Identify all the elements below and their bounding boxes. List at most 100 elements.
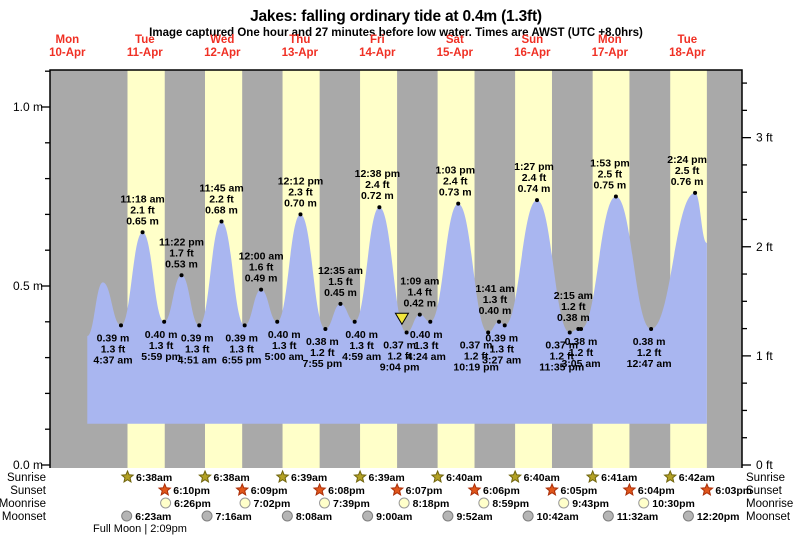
tide-high-label: 2.5 ft — [675, 165, 700, 177]
sunrise-icon — [663, 469, 678, 483]
tide-point — [140, 230, 145, 235]
sunset-time: 6:07pm — [406, 485, 443, 497]
tide-point — [197, 323, 202, 328]
chart-subtitle: Image captured One hour and 27 minutes b… — [149, 27, 643, 39]
tide-high-label: 12:00 am — [239, 251, 284, 263]
tide-high-label: 1.4 ft — [408, 287, 433, 299]
tide-low-label: 0.38 m — [633, 336, 666, 348]
tide-point — [275, 319, 280, 324]
sunrise-icon — [275, 469, 290, 483]
tide-high-label: 2.1 ft — [130, 204, 155, 216]
moonrise-icon — [398, 497, 410, 509]
day-label-date: 12-Apr — [204, 47, 241, 59]
tide-point — [338, 301, 343, 306]
moonset-icon — [682, 510, 694, 522]
tide-point — [613, 194, 618, 199]
tide-high-label: 11:45 am — [199, 183, 243, 195]
day-label-date: 18-Apr — [669, 47, 706, 59]
tide-high-label: 1:03 pm — [435, 165, 475, 177]
tide-high-label: 12:12 pm — [278, 175, 324, 187]
tide-low-label: 11:35 pm — [539, 362, 584, 374]
tide-high-label: 1:53 pm — [590, 158, 630, 170]
sunrise-icon — [353, 469, 368, 483]
sunset-time: 6:05pm — [560, 485, 597, 497]
tide-point — [567, 330, 572, 335]
tide-point — [242, 323, 247, 328]
day-label-weekday: Sat — [446, 34, 464, 46]
day-label-weekday: Mon — [598, 34, 622, 46]
tide-low-label: 0.39 m — [485, 332, 518, 344]
day-label-weekday: Fri — [370, 34, 385, 46]
tide-low-label: 4:37 am — [93, 354, 132, 366]
sunset-icon — [699, 482, 714, 496]
tide-point — [579, 326, 584, 331]
tide-low-label: 0.38 m — [565, 336, 598, 348]
tide-high-label: 2:15 am — [554, 290, 593, 302]
tide-high-label: 2.4 ft — [443, 176, 468, 188]
tide-point — [428, 319, 433, 324]
moonrise-time: 7:02pm — [254, 498, 291, 510]
moonset-icon — [522, 510, 534, 522]
tide-low-label: 0.39 m — [97, 332, 130, 344]
sunrise-icon — [508, 469, 523, 483]
tide-high-label: 12:38 pm — [355, 168, 401, 180]
tide-point — [377, 205, 382, 210]
tide-point — [162, 319, 167, 324]
sunrise-icon — [198, 469, 212, 483]
day-label-weekday: Tue — [135, 34, 155, 46]
axes: 0.0 m 0.5 m 1.0 m 0 ft 1 ft 2 ft 3 ft — [13, 69, 773, 472]
tide-low-label: 7:55 pm — [303, 358, 343, 370]
tide-low-label: 3:27 am — [482, 354, 521, 366]
sunrise-icon — [430, 469, 445, 483]
tide-low-label: 0.37 m — [383, 340, 416, 352]
tide-point — [456, 201, 461, 206]
tide-high-label: 0.74 m — [518, 183, 551, 195]
y-axis-right-label: 0 ft — [756, 458, 773, 472]
y-axis-left-label: 0.5 m — [13, 279, 43, 293]
moonrise-icon — [638, 497, 650, 509]
tide-low-label: 3:05 am — [561, 358, 600, 370]
sunrise-time: 6:39am — [369, 472, 405, 484]
tide-curve — [87, 192, 707, 424]
tide-high-label: 2:24 pm — [667, 154, 707, 166]
tide-low-label: 1.3 ft — [489, 343, 514, 355]
day-label-date: 14-Apr — [359, 47, 396, 59]
day-label-date: 15-Apr — [437, 47, 474, 59]
moonset-time: 9:52am — [456, 511, 492, 523]
moonset-time: 7:16am — [216, 511, 252, 523]
day-label-date: 17-Apr — [592, 47, 629, 59]
tide-point — [404, 330, 409, 335]
tide-low-label: 1.3 ft — [349, 340, 374, 352]
moonset-time: 10:42am — [537, 511, 579, 523]
tide-low-label: 12:47 am — [627, 358, 672, 370]
tide-low-label: 4:51 am — [178, 354, 217, 366]
moonset-icon — [362, 510, 374, 522]
sunrise-time: 6:38am — [214, 472, 250, 484]
tide-low-label: 1.3 ft — [272, 340, 297, 352]
sunrise-time: 6:38am — [136, 472, 172, 484]
tide-low-label: 10:19 pm — [453, 362, 499, 374]
moonrise-row-label-right: Moonrise — [746, 498, 793, 510]
tide-low-label: 1.2 ft — [310, 347, 335, 359]
day-labels: Mon10-AprTue11-AprWed12-AprThu13-AprFri1… — [49, 34, 706, 59]
tide-low-label: 1.2 ft — [569, 347, 594, 359]
sunset-time: 6:03pm — [715, 485, 752, 497]
sunset-time: 6:06pm — [483, 485, 520, 497]
sunrise-time: 6:40am — [446, 472, 482, 484]
moonset-row-label-right: Moonset — [746, 511, 791, 523]
tide-low-label: 0.40 m — [410, 329, 443, 341]
tide-low-label: 0.38 m — [306, 336, 339, 348]
sunset-time: 6:08pm — [328, 485, 365, 497]
tide-high-label: 1.5 ft — [328, 276, 353, 288]
tide-high-label: 0.65 m — [126, 215, 159, 227]
tide-high-label: 0.45 m — [324, 287, 357, 299]
sunrise-row-label-left: Sunrise — [7, 472, 46, 484]
sunset-icon — [622, 482, 637, 496]
sunset-icon — [390, 482, 405, 496]
day-label-weekday: Thu — [289, 34, 310, 46]
tide-point — [497, 319, 502, 324]
tide-high-label: 0.68 m — [205, 205, 238, 217]
tide-high-label: 0.42 m — [403, 298, 436, 310]
